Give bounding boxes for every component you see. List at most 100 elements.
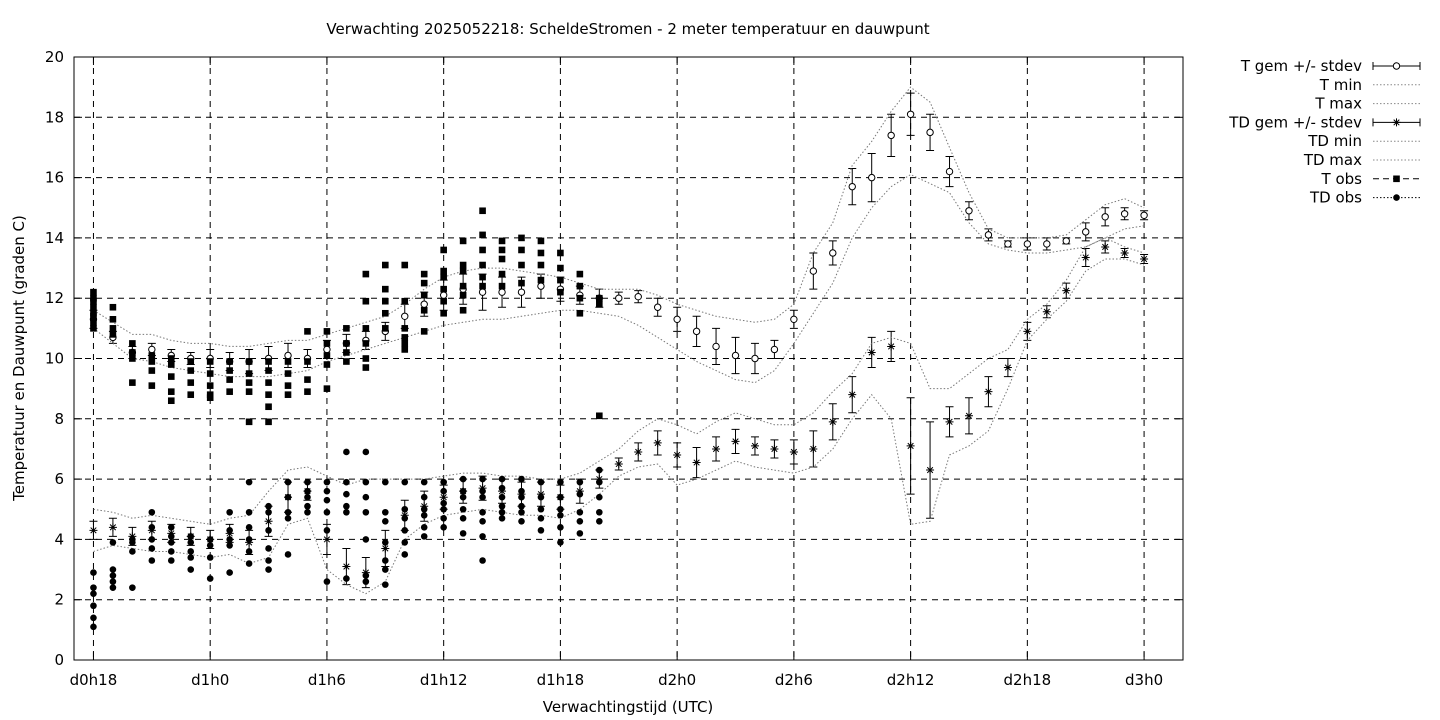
t_obs-point	[323, 361, 331, 368]
legend-label: TD max	[1303, 151, 1362, 169]
td_max-line	[93, 237, 1145, 525]
td_obs-point	[206, 536, 214, 543]
td_obs-point	[343, 508, 350, 516]
t_obs-point	[401, 261, 409, 269]
td_obs-point	[304, 487, 311, 495]
t_obs-point	[304, 358, 311, 365]
td_obs-point	[498, 514, 506, 522]
td_obs-point	[401, 539, 409, 546]
t_obs-point	[479, 282, 486, 290]
td_obs-point	[265, 502, 272, 510]
t_mean-point	[653, 303, 662, 311]
td_obs-point	[459, 530, 467, 537]
td_obs-point	[167, 539, 175, 546]
x-tick-label: d3h0	[1125, 671, 1163, 689]
td_obs-point	[343, 575, 350, 582]
t_obs-point	[401, 334, 409, 341]
x-tick-label: d0h18	[70, 671, 118, 689]
td_obs-point	[479, 487, 486, 495]
t_mean-point	[751, 354, 759, 363]
grid-lines	[74, 57, 1183, 660]
t_obs-point	[343, 358, 350, 365]
legend-label: T gem +/- stdev	[1240, 57, 1362, 75]
td_obs-point	[90, 614, 97, 622]
td_mean-point	[809, 444, 818, 453]
t_mean-point	[401, 312, 409, 320]
t_obs-point	[343, 349, 350, 356]
t_obs-point	[90, 303, 97, 311]
td_obs-point	[596, 518, 603, 525]
td_obs-point	[245, 524, 253, 531]
td_obs-point	[304, 502, 311, 510]
td_obs-point	[304, 493, 311, 501]
y-tick-label: 18	[45, 108, 64, 126]
td_obs-point	[323, 527, 331, 534]
td_obs-point	[557, 478, 564, 486]
td_obs-point	[265, 557, 272, 564]
td_obs-point	[362, 536, 370, 543]
td_obs-point	[362, 493, 370, 501]
td_obs-point	[90, 584, 97, 591]
t_obs-point	[167, 397, 175, 405]
t_obs-point	[440, 297, 447, 305]
t_obs-point	[226, 358, 233, 365]
td_obs-point	[459, 514, 467, 522]
t_mean-point	[712, 342, 720, 351]
y-tick-label: 0	[54, 651, 64, 669]
t_obs-point	[265, 367, 272, 374]
td_obs-point	[401, 514, 409, 522]
t_obs-point	[498, 282, 506, 290]
t_mean-point	[439, 291, 448, 299]
t_mean-point	[284, 351, 292, 360]
td_obs-point	[343, 490, 350, 498]
t_obs-point	[187, 391, 195, 398]
td_obs-point	[109, 572, 117, 579]
td_mean-point	[867, 348, 876, 357]
t_obs-point	[90, 297, 97, 305]
td_obs-point	[479, 533, 486, 540]
t_obs-point	[304, 328, 311, 335]
t_obs-point	[284, 391, 292, 398]
axis-ticks: 0 2 4 6 8 10 12 14 16 18 20 d0h18 d1h0 d1h6 d1h12 d1h18…	[45, 48, 1183, 689]
td_mean-point	[848, 390, 857, 399]
t_max-line	[93, 86, 1145, 347]
t_obs-point	[304, 388, 311, 395]
td_mean-point	[984, 387, 993, 396]
t_obs-point	[576, 282, 584, 290]
x-tick-label: d1h12	[420, 671, 468, 689]
td_obs-point	[440, 505, 447, 513]
td_obs-point	[226, 569, 233, 576]
t_obs-point	[362, 270, 370, 278]
td_obs-point	[576, 530, 584, 537]
t_obs-point	[148, 358, 156, 365]
y-axis-title: Temperatuur en Dauwpunt (graden C)	[10, 215, 28, 502]
t_min-line	[93, 174, 1145, 384]
td_obs-point	[304, 478, 311, 486]
td_obs-point	[90, 569, 97, 576]
td_obs-point	[557, 505, 564, 513]
t_mean-point	[517, 288, 526, 296]
td_obs-point	[381, 581, 389, 588]
t_obs-point	[265, 391, 272, 398]
t_mean-point	[731, 351, 740, 360]
td_obs-point	[479, 557, 486, 564]
td_mean-point	[1140, 255, 1149, 264]
td_obs-point	[518, 493, 525, 501]
t_obs-point	[90, 288, 97, 296]
td_mean-point	[1003, 363, 1012, 372]
td_obs-point	[498, 475, 506, 483]
td_obs-point	[343, 502, 350, 510]
td_obs-point	[420, 478, 428, 486]
td_obs-point	[90, 602, 97, 610]
td_obs-point	[537, 478, 545, 486]
td_mean-point	[770, 444, 779, 453]
td_obs-point	[381, 478, 389, 486]
t_obs-point	[187, 358, 195, 365]
td_obs-point	[265, 527, 272, 534]
t_obs-point	[109, 331, 117, 338]
td_mean-point	[342, 562, 351, 571]
legend-swatch-t_mean	[1372, 62, 1421, 70]
t_obs-point	[362, 355, 370, 362]
